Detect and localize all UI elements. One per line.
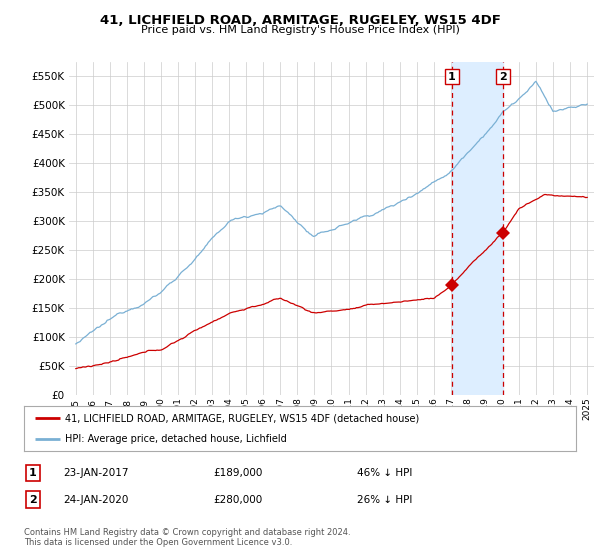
Text: HPI: Average price, detached house, Lichfield: HPI: Average price, detached house, Lich… [65,433,287,444]
Bar [452,62,503,395]
Text: Price paid vs. HM Land Registry's House Price Index (HPI): Price paid vs. HM Land Registry's House … [140,25,460,35]
Text: 41, LICHFIELD ROAD, ARMITAGE, RUGELEY, WS15 4DF: 41, LICHFIELD ROAD, ARMITAGE, RUGELEY, W… [100,14,500,27]
Text: 26% ↓ HPI: 26% ↓ HPI [357,494,412,505]
Text: 2: 2 [499,72,507,82]
Text: 2: 2 [29,494,37,505]
Text: 46% ↓ HPI: 46% ↓ HPI [357,468,412,478]
Text: 24-JAN-2020: 24-JAN-2020 [63,494,128,505]
Text: Contains HM Land Registry data © Crown copyright and database right 2024.
This d: Contains HM Land Registry data © Crown c… [24,528,350,547]
Text: £280,000: £280,000 [213,494,262,505]
Text: 1: 1 [448,72,456,82]
Text: 1: 1 [29,468,37,478]
Text: 23-JAN-2017: 23-JAN-2017 [63,468,128,478]
Text: 41, LICHFIELD ROAD, ARMITAGE, RUGELEY, WS15 4DF (detached house): 41, LICHFIELD ROAD, ARMITAGE, RUGELEY, W… [65,413,419,423]
Text: £189,000: £189,000 [213,468,262,478]
